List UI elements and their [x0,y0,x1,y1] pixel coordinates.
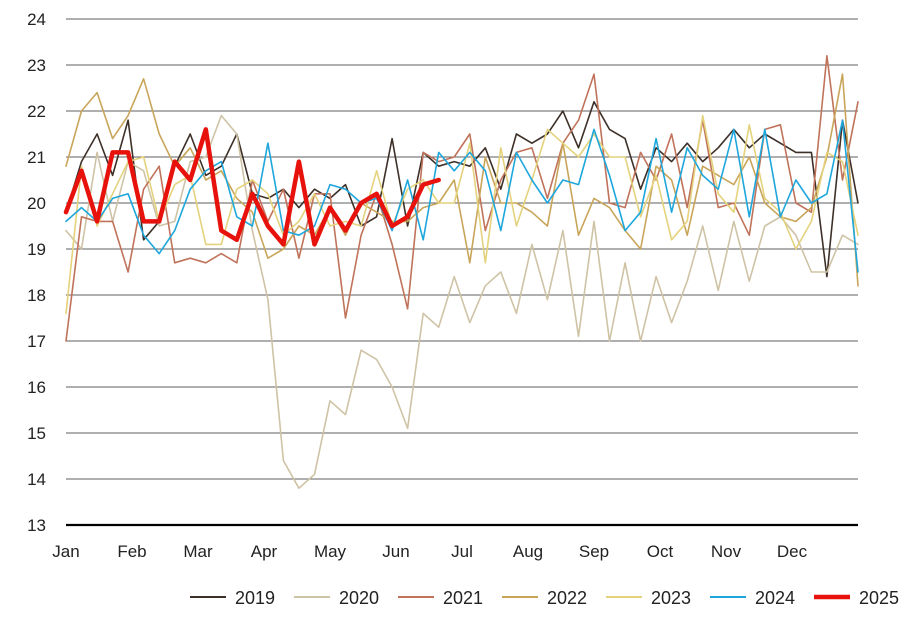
series-line-2021 [65,54,859,342]
legend-label-2023: 2023 [651,588,691,608]
x-tick-label: May [314,542,347,561]
y-tick-label: 20 [27,194,46,213]
legend-label-2024: 2024 [755,588,795,608]
series-line-2025 [63,127,441,247]
legend: 2019 2020 2021 2022 2023 2024 2025 [190,588,899,608]
axes: 13 14 15 16 17 18 19 20 21 22 23 24 Jan Feb Mar Apr May J… [27,10,858,561]
y-tick-label: 18 [27,286,46,305]
y-tick-label: 14 [27,470,46,489]
x-tick-label: Dec [777,542,808,561]
x-tick-label: Oct [647,542,674,561]
x-tick-label: Feb [117,542,146,561]
x-tick-label: Sep [579,542,609,561]
grid-lines [66,18,858,480]
series-line-2019 [65,101,859,278]
x-tick-label: Mar [183,542,213,561]
legend-label-2020: 2020 [339,588,379,608]
x-tick-label: Jun [382,542,409,561]
y-tick-label: 23 [27,56,46,75]
y-tick-label: 15 [27,424,46,443]
x-tick-label: Apr [251,542,278,561]
series-lines [63,54,859,490]
series-line-2023 [65,114,859,315]
y-tick-label: 21 [27,148,46,167]
x-tick-label: Aug [513,542,543,561]
y-tick-label: 13 [27,516,46,535]
series-line-2022 [65,73,859,287]
legend-label-2019: 2019 [235,588,275,608]
y-tick-label: 17 [27,332,46,351]
legend-label-2025: 2025 [859,588,899,608]
y-tick-label: 22 [27,102,46,121]
y-tick-label: 24 [27,10,46,29]
legend-label-2021: 2021 [443,588,483,608]
y-tick-label: 19 [27,240,46,259]
legend-label-2022: 2022 [547,588,587,608]
series-line-2024 [65,119,859,273]
y-tick-label: 16 [27,378,46,397]
x-tick-label: Nov [711,542,742,561]
x-tick-label: Jan [52,542,79,561]
x-tick-label: Jul [451,542,473,561]
